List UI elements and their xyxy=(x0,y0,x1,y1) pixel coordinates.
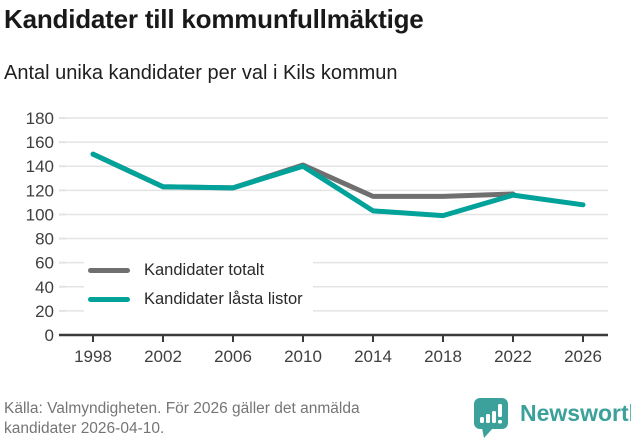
x-tick-label: 2010 xyxy=(284,347,322,366)
y-tick-label: 100 xyxy=(26,205,54,224)
x-tick-label: 2022 xyxy=(494,347,532,366)
x-tick-label: 2002 xyxy=(144,347,182,366)
y-tick-label: 80 xyxy=(35,230,54,249)
legend-label: Kandidater låsta listor xyxy=(144,289,303,308)
x-tick-label: 2018 xyxy=(424,347,462,366)
y-tick-label: 140 xyxy=(26,157,54,176)
y-tick-label: 160 xyxy=(26,133,54,152)
newsworthy-wordmark: Newsworthy xyxy=(520,400,631,426)
page-subtitle: Antal unika kandidater per val i Kils ko… xyxy=(4,62,398,84)
y-tick-label: 40 xyxy=(35,278,54,297)
series-line-1 xyxy=(90,151,586,219)
x-tick-label: 1998 xyxy=(74,347,112,366)
source-note: Källa: Valmyndigheten. För 2026 gäller d… xyxy=(4,400,360,437)
newsworthy-logo[interactable]: Newsworthy xyxy=(472,396,631,439)
legend-item-locked-lists: Kandidater låsta listor xyxy=(88,289,303,309)
y-tick-label: 60 xyxy=(35,254,54,273)
line-chart: 0 20 40 60 80 100 120 140 160 180 1998 2002 2006 2010… xyxy=(26,109,608,366)
y-tick-label: 0 xyxy=(45,326,54,345)
y-tick-label: 20 xyxy=(35,302,54,321)
legend-swatch-gray xyxy=(88,267,130,273)
x-tick-label: 2026 xyxy=(564,347,602,366)
y-tick-label: 180 xyxy=(26,109,54,128)
x-tick-label: 2006 xyxy=(214,347,252,366)
chart-legend: Kandidater totalt Kandidater låsta listo… xyxy=(84,256,313,315)
x-tick-label: 2014 xyxy=(354,347,392,366)
legend-item-total: Kandidater totalt xyxy=(88,260,303,280)
page-title: Kandidater till kommunfullmäktige xyxy=(4,4,424,34)
y-tick-label: 120 xyxy=(26,181,54,200)
legend-label: Kandidater totalt xyxy=(144,260,265,279)
legend-swatch-teal xyxy=(88,296,130,302)
newsworthy-logo-icon xyxy=(474,398,508,438)
